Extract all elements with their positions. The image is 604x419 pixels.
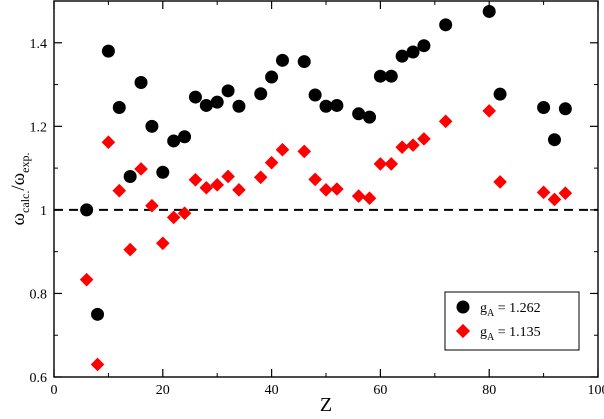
point-series2-z12 xyxy=(112,184,126,198)
point-series2-z90 xyxy=(537,186,551,200)
x-tick-label-1: 20 xyxy=(156,383,170,398)
point-series1-z34 xyxy=(232,100,245,113)
point-series1-z10 xyxy=(102,45,115,58)
legend-2-value: = 1.135 xyxy=(494,325,540,340)
point-series2-z26 xyxy=(189,173,203,187)
point-series1-z40 xyxy=(265,71,278,84)
point-series2-z28 xyxy=(200,181,214,195)
point-series1-z12 xyxy=(113,101,126,114)
point-series1-z16 xyxy=(135,76,148,89)
point-series2-z8 xyxy=(91,358,105,372)
point-series2-z82 xyxy=(493,175,507,189)
legend: gA = 1.262 gA = 1.135 xyxy=(445,292,579,350)
point-series2-z50 xyxy=(319,183,333,197)
y-axis-label: ωcalc./ωexp. xyxy=(8,153,32,226)
point-series2-z30 xyxy=(210,178,224,192)
point-series2-z58 xyxy=(363,191,377,205)
point-series1-z92 xyxy=(548,133,561,146)
y-label-sub-exp: exp. xyxy=(18,153,32,173)
point-series2-z62 xyxy=(384,157,398,171)
point-series1-z14 xyxy=(124,170,137,183)
point-series2-z46 xyxy=(297,145,311,159)
y-tick-label-4: 1.4 xyxy=(30,37,48,52)
point-series1-z48 xyxy=(309,89,322,102)
point-series2-z66 xyxy=(406,138,420,152)
point-series1-z38 xyxy=(254,87,267,100)
y-tick-label-0: 0.6 xyxy=(30,371,48,386)
y-tick-label-2: 1 xyxy=(40,204,47,219)
x-tick-label-2: 40 xyxy=(265,383,279,398)
x-tick-label-3: 60 xyxy=(373,383,387,398)
point-series1-z30 xyxy=(211,96,224,109)
point-series2-z68 xyxy=(417,132,431,146)
point-series2-z72 xyxy=(439,115,453,129)
x-axis-label: Z xyxy=(320,394,332,414)
y-tick-label-3: 1.2 xyxy=(30,120,48,135)
point-series2-z56 xyxy=(352,189,366,203)
legend-2-base: g xyxy=(480,325,487,340)
point-series1-z8 xyxy=(91,308,104,321)
point-series2-z48 xyxy=(308,173,322,187)
y-label-omega-calc: ω xyxy=(8,213,29,226)
point-series1-z24 xyxy=(178,130,191,143)
point-series1-z72 xyxy=(439,18,452,31)
point-series1-z46 xyxy=(298,55,311,68)
x-tick-label-4: 80 xyxy=(482,383,496,398)
point-series2-z92 xyxy=(548,193,562,207)
y-tick-label-1: 0.8 xyxy=(30,287,48,302)
point-series1-z18 xyxy=(145,120,158,133)
point-series2-z40 xyxy=(265,156,279,170)
point-series1-z26 xyxy=(189,91,202,104)
point-series2-z38 xyxy=(254,171,268,185)
point-series1-z66 xyxy=(407,45,420,58)
point-series1-z90 xyxy=(537,101,550,114)
x-tick-label-0: 0 xyxy=(51,383,58,398)
legend-1-value: = 1.262 xyxy=(494,301,540,316)
y-label-sub-calc: calc. xyxy=(18,191,32,213)
point-series1-z94 xyxy=(559,102,572,115)
point-series2-z10 xyxy=(102,135,116,149)
point-series1-z32 xyxy=(222,84,235,97)
point-series1-z52 xyxy=(330,99,343,112)
point-series2-z14 xyxy=(123,243,137,257)
point-series1-z42 xyxy=(276,54,289,67)
x-tick-label-5: 100 xyxy=(588,383,604,398)
point-series2-z64 xyxy=(395,140,409,154)
point-series1-z20 xyxy=(156,166,169,179)
point-series1-z82 xyxy=(494,88,507,101)
point-series2-z32 xyxy=(221,170,235,184)
legend-1-base: g xyxy=(480,301,487,316)
point-series2-z42 xyxy=(276,143,290,157)
point-series1-z68 xyxy=(417,39,430,52)
point-series1-z58 xyxy=(363,111,376,124)
point-series1-z62 xyxy=(385,70,398,83)
y-label-omega-exp: ω xyxy=(8,173,29,186)
point-series2-z34 xyxy=(232,183,246,197)
point-series2-z94 xyxy=(559,186,573,200)
point-series1-z80 xyxy=(483,5,496,18)
point-series2-z52 xyxy=(330,182,344,196)
legend-marker-circle xyxy=(457,301,470,314)
point-series1-z6 xyxy=(80,203,93,216)
point-series2-z6 xyxy=(80,273,94,287)
point-series2-z80 xyxy=(482,104,496,118)
point-series2-z16 xyxy=(134,162,148,176)
point-series2-z20 xyxy=(156,237,170,251)
